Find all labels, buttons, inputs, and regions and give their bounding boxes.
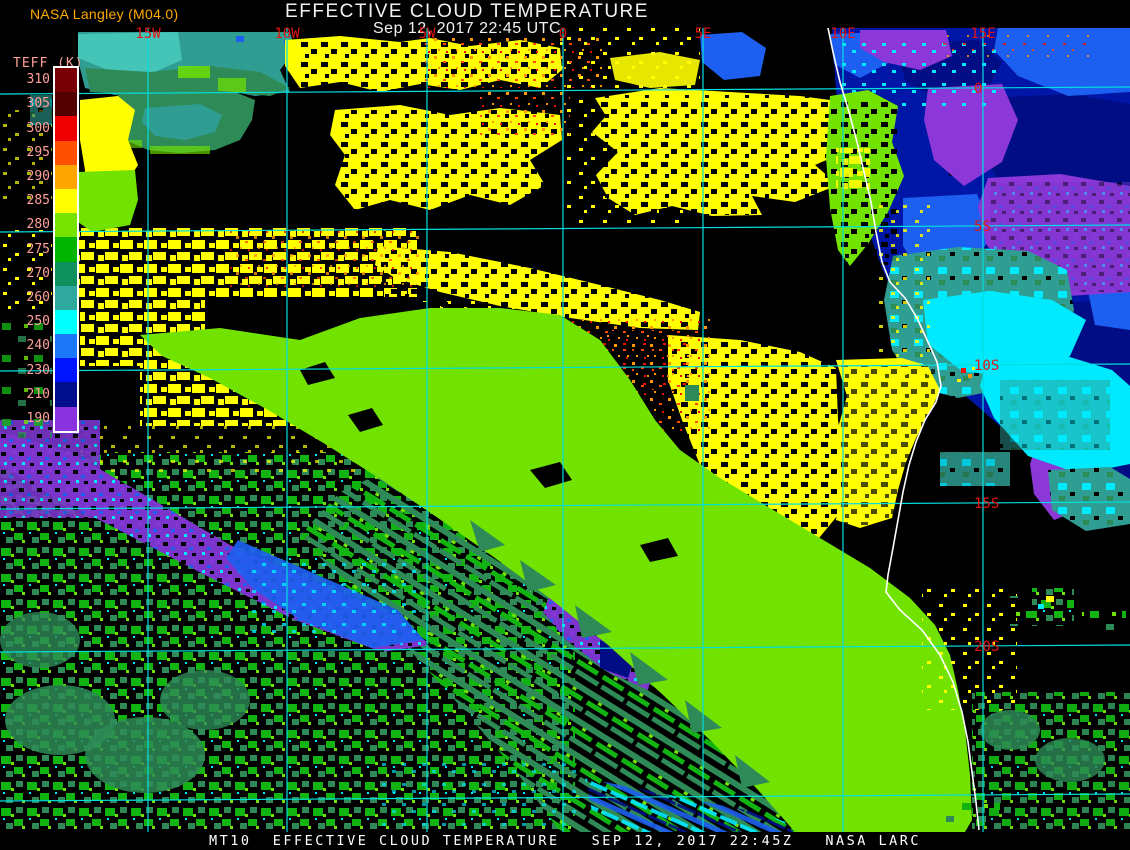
legend-swatch-290 <box>55 164 77 189</box>
legend-swatch-270 <box>55 261 77 286</box>
legend-swatch-300 <box>55 116 77 141</box>
legend-value-210: 210 <box>26 386 50 402</box>
source-label: NASA Langley (M04.0) <box>30 6 179 22</box>
parallel-label-0: 0 <box>974 81 983 97</box>
legend-value-280: 280 <box>26 217 50 233</box>
legend-swatch-250 <box>55 309 77 335</box>
legend-swatch-210 <box>55 382 77 407</box>
legend-value-300: 300 <box>26 120 50 136</box>
legend-swatch-305 <box>55 92 77 117</box>
legend-value-305: 305 <box>26 96 50 112</box>
legend-value-310: 310 <box>26 72 50 88</box>
african-west-coastline <box>827 27 980 831</box>
legend-swatch-295 <box>55 140 77 165</box>
legend-value-230: 230 <box>26 362 50 378</box>
legend-swatch-230 <box>55 358 77 383</box>
legend-swatch-285 <box>55 188 77 214</box>
legend-value-190: 190 <box>26 410 50 426</box>
graticule-layer <box>0 28 1130 832</box>
legend-value-240: 240 <box>26 338 50 354</box>
legend-swatch-260 <box>55 285 77 310</box>
meridian-label-15E: 15E <box>970 26 996 42</box>
legend-swatch-190 <box>55 406 77 431</box>
legend-value-295: 295 <box>26 144 50 160</box>
legend-swatch-280 <box>55 213 77 238</box>
parallel-label-10S: 10S <box>974 358 1000 374</box>
page-title: EFFECTIVE CLOUD TEMPERATURE <box>285 1 649 22</box>
meridian-label-10E: 10E <box>830 26 856 42</box>
footer-annotation: MT10 EFFECTIVE CLOUD TEMPERATURE SEP 12,… <box>208 833 922 849</box>
legend-swatch-310 <box>55 68 77 93</box>
legend-value-270: 270 <box>26 265 50 281</box>
parallel-label-5S: 5S <box>974 219 991 235</box>
parallel-label-20S: 20S <box>974 639 1000 655</box>
meridian-label-15W: 15W <box>135 26 161 42</box>
meridian-label-0: 0 <box>558 26 568 42</box>
legend-colorbar <box>53 66 79 433</box>
timestamp-label: Sep 12, 2017 22:45 UTC <box>372 20 562 37</box>
meridian-label-10W: 10W <box>274 26 300 42</box>
meridian-label-5E: 5E <box>694 26 712 42</box>
legend-value-290: 290 <box>26 168 50 184</box>
legend-swatch-240 <box>55 334 77 359</box>
legend-value-260: 260 <box>26 289 50 305</box>
cloud-field-layer <box>0 28 1130 832</box>
legend-value-250: 250 <box>26 314 50 330</box>
legend-value-275: 275 <box>26 241 50 257</box>
legend-swatch-275 <box>55 237 77 262</box>
legend-value-285: 285 <box>26 193 50 209</box>
meridian-label-5W: 5W <box>418 26 436 42</box>
parallel-label-15S: 15S <box>974 496 1000 512</box>
